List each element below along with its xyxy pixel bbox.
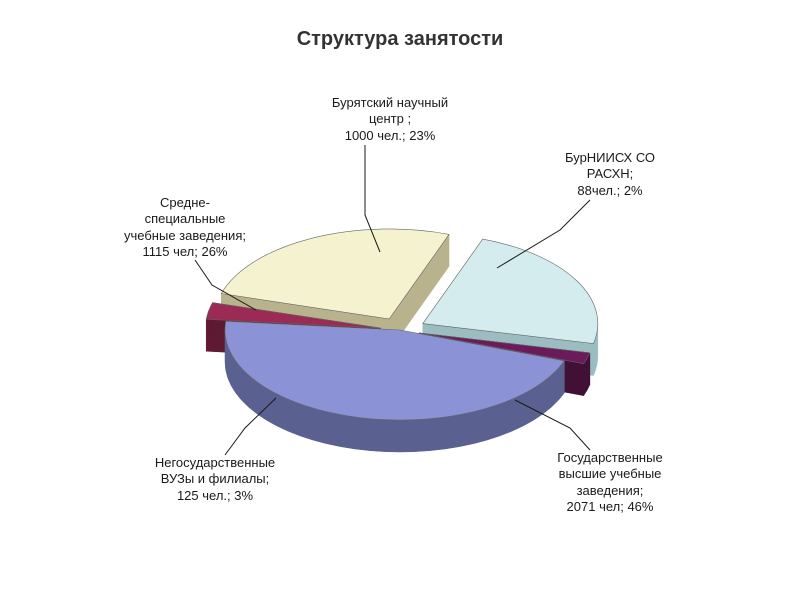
label-nongov: Негосударственные ВУЗы и филиалы; 125 че… [125, 455, 305, 504]
label-bnc: Бурятский научный центр ; 1000 чел.; 23% [290, 95, 490, 144]
label-spec: Средне- специальные учебные заведения; 1… [90, 195, 280, 260]
label-gov_univ: Государственные высшие учебные заведения… [520, 450, 700, 515]
label-burniish: БурНИИСХ СО РАСХН; 88чел.; 2% [540, 150, 680, 199]
